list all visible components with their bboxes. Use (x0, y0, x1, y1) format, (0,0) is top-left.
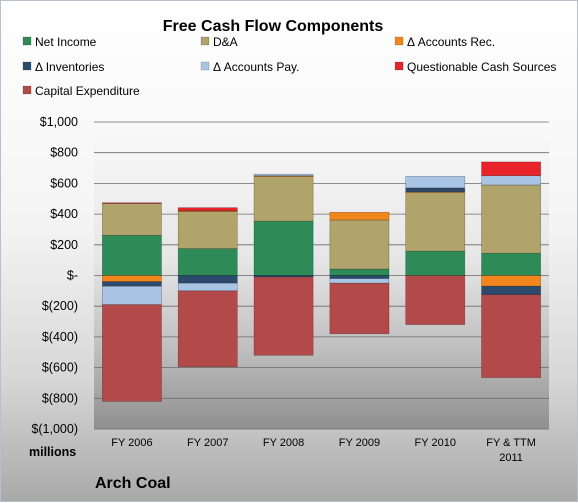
bar-segment (329, 282, 390, 335)
x-category-label: FY 2008 (263, 437, 304, 449)
bar-segment (102, 275, 162, 282)
legend-label: Questionable Cash Sources (407, 60, 556, 74)
legend-label: Δ Accounts Rec. (407, 35, 495, 49)
bar-segment (481, 275, 541, 287)
bar-segment (481, 252, 541, 276)
legend-swatch (22, 85, 32, 95)
legend-swatch (22, 36, 32, 46)
bar-segment (329, 275, 390, 279)
x-category-label: FY 2007 (187, 437, 228, 449)
bar-segment (102, 234, 162, 276)
unit-label: millions (29, 445, 76, 459)
y-tick-label: $(600) (42, 361, 78, 375)
bar-segment (177, 207, 238, 212)
bar-segment (253, 220, 314, 276)
bar-segment (102, 203, 162, 236)
bar-segment (177, 248, 238, 276)
company-label: Arch Coal (95, 475, 171, 492)
legend-label: Δ Accounts Pay. (213, 60, 300, 74)
bar-segment (481, 285, 541, 295)
bar-segment (329, 219, 390, 270)
legend-label: Δ Inventories (35, 60, 104, 74)
y-tick-label: $(200) (42, 299, 78, 313)
bar-segment (102, 202, 162, 204)
bar-segment (481, 294, 541, 378)
x-category-label: FY 2010 (415, 437, 456, 449)
y-tick-label: $(800) (42, 391, 78, 405)
bar-segment (177, 275, 238, 284)
bar-segment (253, 276, 314, 356)
gridlines (94, 121, 549, 430)
bar-segment (253, 176, 314, 222)
y-tick-label: $800 (50, 146, 78, 160)
bar-segment (253, 173, 314, 177)
x-axis-categories: FY 2006 FY 2007 FY 2008 FY 2009 FY 2010 FY & … (111, 437, 536, 464)
x-category-label: FY 2009 (339, 437, 380, 449)
legend-label: D&A (213, 35, 238, 49)
bar-segment (102, 285, 162, 305)
legend-swatch (22, 61, 32, 71)
y-tick-label: $400 (50, 207, 78, 221)
legend-label: Net Income (35, 35, 97, 49)
bar-segment (405, 275, 466, 325)
legend-swatch (394, 61, 404, 71)
bar-segment (405, 192, 466, 252)
y-tick-label: $200 (50, 238, 78, 252)
bar-segment (405, 176, 466, 189)
bar-segment (481, 175, 541, 186)
bar-segment (405, 187, 466, 192)
y-axis-ticks: $1,000 $800 $600 $400 $200 $- $(200) $(400) $(60… (31, 115, 78, 436)
bar-segment (102, 281, 162, 287)
y-tick-label: $600 (50, 176, 78, 190)
y-tick-label: $1,000 (40, 115, 78, 129)
y-tick-label: $- (67, 269, 78, 283)
y-tick-label: $(1,000) (31, 422, 78, 436)
bar-segment (329, 268, 390, 276)
legend-swatch (200, 36, 210, 46)
bar-segment (177, 211, 238, 249)
x-category-label: FY 2006 (111, 437, 152, 449)
bar-segment (481, 184, 541, 254)
legend: Net Income D&A Δ Accounts Rec. Δ Inventorie… (22, 35, 556, 98)
bar-segment (102, 304, 162, 402)
legend-label: Capital Expenditure (35, 84, 140, 98)
legend-swatch (200, 61, 210, 71)
y-tick-label: $(400) (42, 330, 78, 344)
bar-segment (481, 161, 541, 177)
chart-title: Free Cash Flow Components (163, 18, 384, 35)
bars (102, 161, 541, 402)
x-category-label: FY & TTM 2011 (486, 437, 536, 464)
bar-segment (405, 250, 466, 276)
legend-swatch (394, 36, 404, 46)
bar-segment (329, 278, 390, 284)
bar-segment (177, 282, 238, 292)
bar-segment (177, 290, 238, 368)
bar-segment (329, 211, 390, 221)
